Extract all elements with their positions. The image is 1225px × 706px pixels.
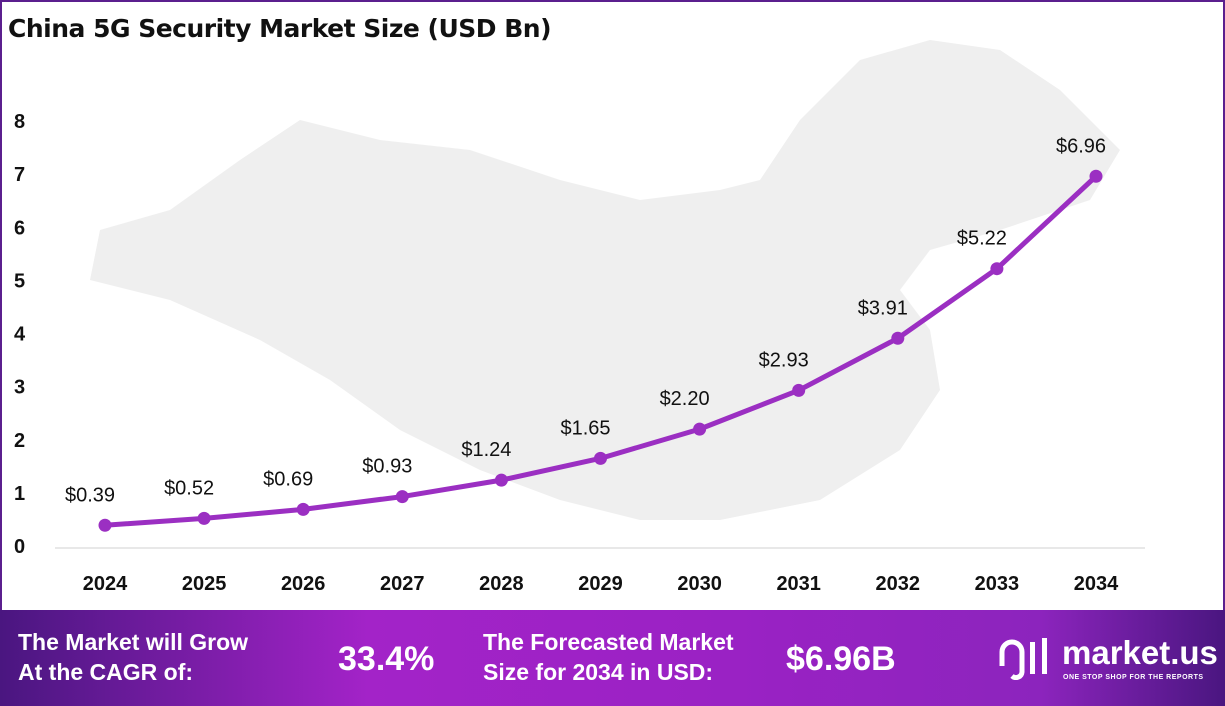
x-tick-label: 2024 [83,573,128,595]
x-tick-label: 2034 [1074,573,1119,595]
summary-banner: The Market will Grow At the CAGR of: 33.4… [0,610,1225,706]
data-label: $1.24 [461,439,511,461]
x-tick-label: 2026 [281,573,326,595]
data-label: $0.39 [65,484,115,506]
y-tick-label: 5 [14,270,25,292]
data-label: $0.93 [362,456,412,478]
data-label: $6.96 [1056,135,1106,157]
data-point [990,262,1004,276]
forecast-label: The Forecasted Market Size for 2034 in US… [483,629,734,685]
data-point [296,502,310,516]
cagr-label: The Market will Grow At the CAGR of: [18,629,249,685]
data-point [395,490,409,504]
data-label: $0.69 [263,468,313,490]
data-point [594,451,607,465]
logo-tagline: ONE STOP SHOP FOR THE REPORTS [1063,674,1204,681]
y-tick-label: 7 [14,164,25,186]
y-tick-label: 4 [14,324,26,346]
market-us-logo-icon [999,638,1047,680]
x-tick-label: 2033 [975,573,1020,595]
y-tick-label: 2 [14,430,25,452]
data-point [1089,169,1103,183]
x-tick-label: 2029 [578,573,623,595]
x-tick-label: 2030 [677,573,722,595]
forecast-value: $6.96B [786,640,896,678]
data-label: $2.20 [660,388,710,410]
y-tick-label: 0 [14,536,25,558]
x-tick-label: 2032 [876,573,921,595]
x-tick-label: 2031 [776,573,821,595]
x-tick-label: 2028 [479,573,524,595]
y-tick-label: 3 [14,377,25,399]
data-point [792,383,806,397]
data-label: $3.91 [858,297,908,319]
china-map-background [90,40,1120,520]
data-label: $0.52 [164,477,214,499]
line-chart: 0 1 2 3 4 5 6 7 8 2024 2025 2026 2027 2028 2029 2030 203… [14,40,1145,595]
y-tick-label: 6 [14,217,25,239]
data-label: $5.22 [957,228,1007,250]
data-label: $1.65 [560,417,610,439]
data-point [98,518,112,532]
data-point [197,511,211,525]
cagr-value: 33.4% [338,640,435,678]
data-point [494,473,508,487]
y-tick-label: 8 [14,111,25,133]
x-tick-label: 2025 [182,573,227,595]
logo-name: market.us [1062,634,1218,671]
chart-title: China 5G Security Market Size (USD Bn) [8,14,552,43]
y-tick-label: 1 [14,483,25,505]
x-tick-label: 2027 [380,573,425,595]
data-point [891,331,905,345]
data-point [693,422,707,436]
data-label: $2.93 [759,349,809,371]
